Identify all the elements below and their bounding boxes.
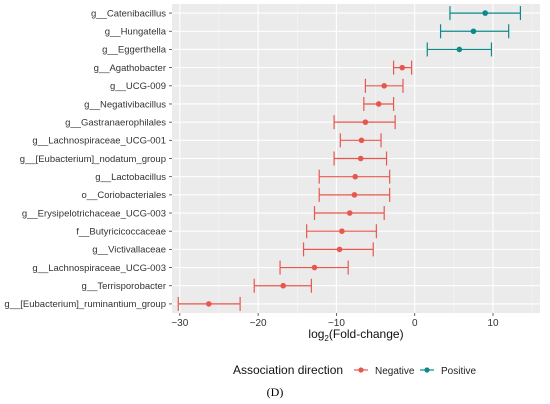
point-estimate [399,64,405,71]
point-estimate [482,10,488,16]
point-estimate [339,228,345,235]
error-bar-row [253,278,312,293]
point-estimate [346,210,353,216]
point-estimate [358,137,365,144]
point-estimate [381,82,387,89]
category-label: g__[Eubacterium]_ruminantium_group [4,299,166,310]
point-estimate [336,246,343,253]
legend-key-negative: Negative [354,366,415,377]
error-bar-row [279,260,349,275]
error-bar-row [364,78,404,93]
error-bar-row [302,242,374,257]
category-label: g__Eggerthella [102,45,167,56]
error-bar-row [177,296,241,311]
x-axis-title: log2(Fold-change) [308,327,403,343]
error-bar-row [449,6,522,21]
category-label: g__Hungatella [105,27,167,38]
category-label: g__Catenibacillus [91,8,166,19]
error-bars [177,6,522,311]
error-bar-row [333,115,396,130]
category-label: g__Agathobacter [94,63,166,74]
category-label: g__Erysipelotrichaceae_UCG-003 [22,208,166,219]
error-bar-row [306,224,377,239]
x-tick-label: −10 [328,318,345,329]
error-bar-row [318,169,391,184]
error-bar-row [313,206,385,221]
error-bar-row [392,60,413,75]
point-estimate [280,282,286,289]
error-bar-row [339,133,382,148]
point-estimate [206,301,212,307]
x-tick-label: 0 [412,318,418,329]
legend-positive-label: Positive [441,366,476,377]
legend-negative-dot [358,367,364,373]
legend-key-positive: Positive [420,366,476,377]
point-estimate [357,155,364,162]
x-axis-ticks: −30 −20 −10 0 10 [169,12,499,329]
x-tick-label: 10 [487,318,499,329]
error-bar-row [363,96,395,111]
point-estimate [351,192,358,198]
point-estimate [456,46,463,53]
error-bar-row [318,187,391,202]
legend-positive-dot [424,367,430,373]
category-label: g__Victivallaceae [92,245,166,256]
point-estimate [352,173,359,180]
error-bar-row [333,151,388,166]
error-bar-row [426,42,493,57]
legend-title: Association direction [233,363,343,377]
x-axis-title-rest: (Fold-change) [329,327,404,341]
category-label: g__Negativibacillus [84,99,166,110]
category-label: g__Terrisporobacter [82,281,167,292]
point-estimate [362,119,369,125]
category-label: o__Coriobacteriales [82,190,167,201]
error-bar-row [439,24,510,39]
legend: Association direction Negative Positive [233,363,476,377]
x-tick-label: −30 [171,318,188,329]
point-estimate [375,101,382,107]
figure-caption: (D) [267,385,284,399]
x-tick-label: −20 [250,318,267,329]
point-estimate [470,28,477,35]
category-label: g__Gastranaerophilales [65,117,166,128]
category-label: f__Butyricicoccaceae [76,227,166,238]
category-label: g__Lachnospiraceae_UCG-003 [32,263,166,274]
point-estimate [311,264,318,271]
category-label: g__[Eubacterium]_nodatum_group [20,154,166,165]
category-label: g__Lachnospiraceae_UCG-001 [32,136,166,147]
category-label: g__UCG-009 [110,81,166,92]
category-labels: g__Catenibacillus g__Hungatella g__Eggerth… [4,8,166,310]
legend-negative-label: Negative [375,366,415,377]
category-label: g__Lactobacillus [95,172,166,183]
x-axis-title-subscript: 2 [324,334,329,343]
